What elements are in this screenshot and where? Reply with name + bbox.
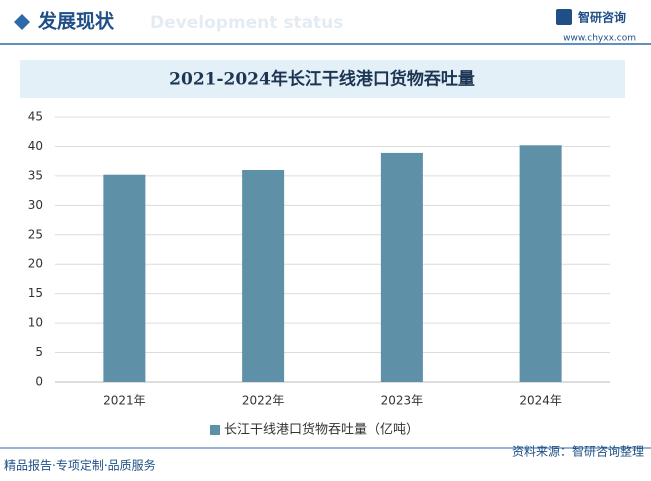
- legend-label: 长江干线港口货物吞吐量（亿吨）: [224, 422, 419, 438]
- logo-icon: [556, 9, 572, 25]
- x-tick-label: 2024年: [519, 394, 562, 408]
- logo-text: 智研咨询: [577, 10, 626, 25]
- legend-swatch: [210, 425, 220, 435]
- y-tick-label: 15: [28, 286, 43, 300]
- y-tick-label: 5: [35, 345, 43, 359]
- x-tick-label: 2023年: [381, 394, 424, 408]
- slogan: 精品报告·专项定制·品质服务: [4, 458, 156, 473]
- bar: [242, 170, 285, 382]
- logo-url: www.chyxx.com: [563, 34, 636, 44]
- y-tick-label: 25: [28, 227, 43, 241]
- y-tick-label: 35: [28, 168, 43, 182]
- chart-title: 2021-2024年长江干线港口货物吞吐量: [169, 69, 475, 90]
- header-subtitle: Development status: [150, 13, 343, 33]
- x-tick-label: 2022年: [242, 394, 285, 408]
- y-tick-label: 0: [35, 375, 43, 389]
- y-tick-label: 45: [28, 110, 43, 124]
- plot: 0 5 10 15 20 25 30 35 40 45 2021年 2022年 2023年 2024年长江…: [28, 110, 610, 438]
- y-tick-label: 10: [28, 316, 43, 330]
- x-tick-label: 2021年: [103, 394, 146, 408]
- title-banner: [20, 60, 625, 98]
- bar: [519, 145, 562, 382]
- header-title: 发展现状: [37, 10, 115, 33]
- source: 资料来源：智研咨询整理: [512, 444, 644, 459]
- y-tick-label: 30: [28, 198, 43, 212]
- bar: [103, 174, 146, 382]
- y-tick-label: 20: [28, 257, 43, 271]
- bar: [380, 152, 423, 382]
- y-tick-label: 40: [28, 139, 43, 153]
- header-icon: [14, 14, 30, 30]
